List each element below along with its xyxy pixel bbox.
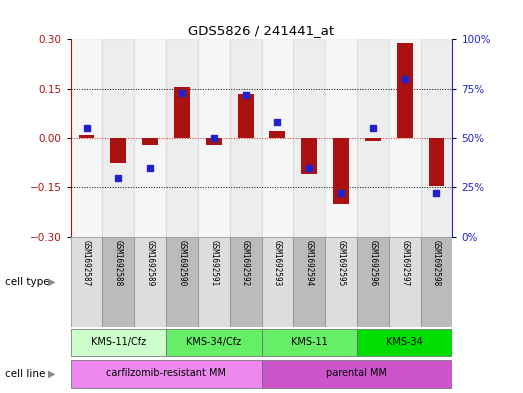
Bar — [134, 237, 166, 327]
Bar — [198, 237, 230, 327]
Bar — [166, 237, 198, 327]
Bar — [103, 39, 134, 237]
Text: GSM1692589: GSM1692589 — [145, 241, 155, 286]
Bar — [269, 131, 286, 138]
Bar — [230, 39, 262, 237]
Bar — [174, 87, 190, 138]
Text: GSM1692594: GSM1692594 — [305, 241, 314, 286]
Text: GSM1692590: GSM1692590 — [177, 241, 187, 286]
Bar — [325, 39, 357, 237]
Text: GSM1692597: GSM1692597 — [400, 241, 409, 286]
Bar — [420, 237, 452, 327]
Bar — [206, 138, 222, 145]
Text: cell line: cell line — [5, 369, 46, 378]
Bar — [142, 138, 158, 145]
Text: KMS-11: KMS-11 — [291, 337, 327, 347]
Bar — [166, 329, 262, 356]
Bar — [389, 237, 420, 327]
Bar — [166, 39, 198, 237]
Bar — [71, 39, 103, 237]
Bar — [293, 237, 325, 327]
Bar — [71, 360, 262, 387]
Bar — [357, 329, 452, 356]
Text: KMS-34/Cfz: KMS-34/Cfz — [186, 337, 241, 347]
Bar — [262, 329, 357, 356]
Text: GSM1692592: GSM1692592 — [241, 241, 250, 286]
Bar — [357, 39, 389, 237]
Text: GSM1692593: GSM1692593 — [273, 241, 282, 286]
Text: GSM1692587: GSM1692587 — [82, 241, 91, 286]
Bar — [78, 135, 95, 138]
Bar — [103, 237, 134, 327]
Text: carfilzomib-resistant MM: carfilzomib-resistant MM — [106, 368, 226, 378]
Text: KMS-11/Cfz: KMS-11/Cfz — [91, 337, 146, 347]
Bar — [262, 360, 452, 387]
Text: parental MM: parental MM — [326, 368, 388, 378]
Bar — [293, 39, 325, 237]
Bar — [389, 39, 420, 237]
Bar — [428, 138, 445, 186]
Bar — [237, 94, 254, 138]
Bar — [365, 138, 381, 141]
Text: GSM1692595: GSM1692595 — [336, 241, 346, 286]
Bar — [325, 237, 357, 327]
Bar — [198, 39, 230, 237]
Bar — [357, 237, 389, 327]
Text: ▶: ▶ — [48, 369, 55, 378]
Bar — [333, 138, 349, 204]
Bar — [262, 237, 293, 327]
Bar — [262, 39, 293, 237]
Title: GDS5826 / 241441_at: GDS5826 / 241441_at — [188, 24, 335, 37]
Text: GSM1692591: GSM1692591 — [209, 241, 218, 286]
Bar — [71, 237, 103, 327]
Bar — [397, 42, 413, 138]
Text: cell type: cell type — [5, 277, 50, 287]
Text: ▶: ▶ — [48, 277, 55, 287]
Bar — [134, 39, 166, 237]
Text: KMS-34: KMS-34 — [386, 337, 423, 347]
Bar — [420, 39, 452, 237]
Bar — [230, 237, 262, 327]
Text: GSM1692588: GSM1692588 — [114, 241, 123, 286]
Bar — [110, 138, 126, 163]
Text: GSM1692598: GSM1692598 — [432, 241, 441, 286]
Text: GSM1692596: GSM1692596 — [368, 241, 378, 286]
Bar — [71, 329, 166, 356]
Bar — [301, 138, 317, 174]
